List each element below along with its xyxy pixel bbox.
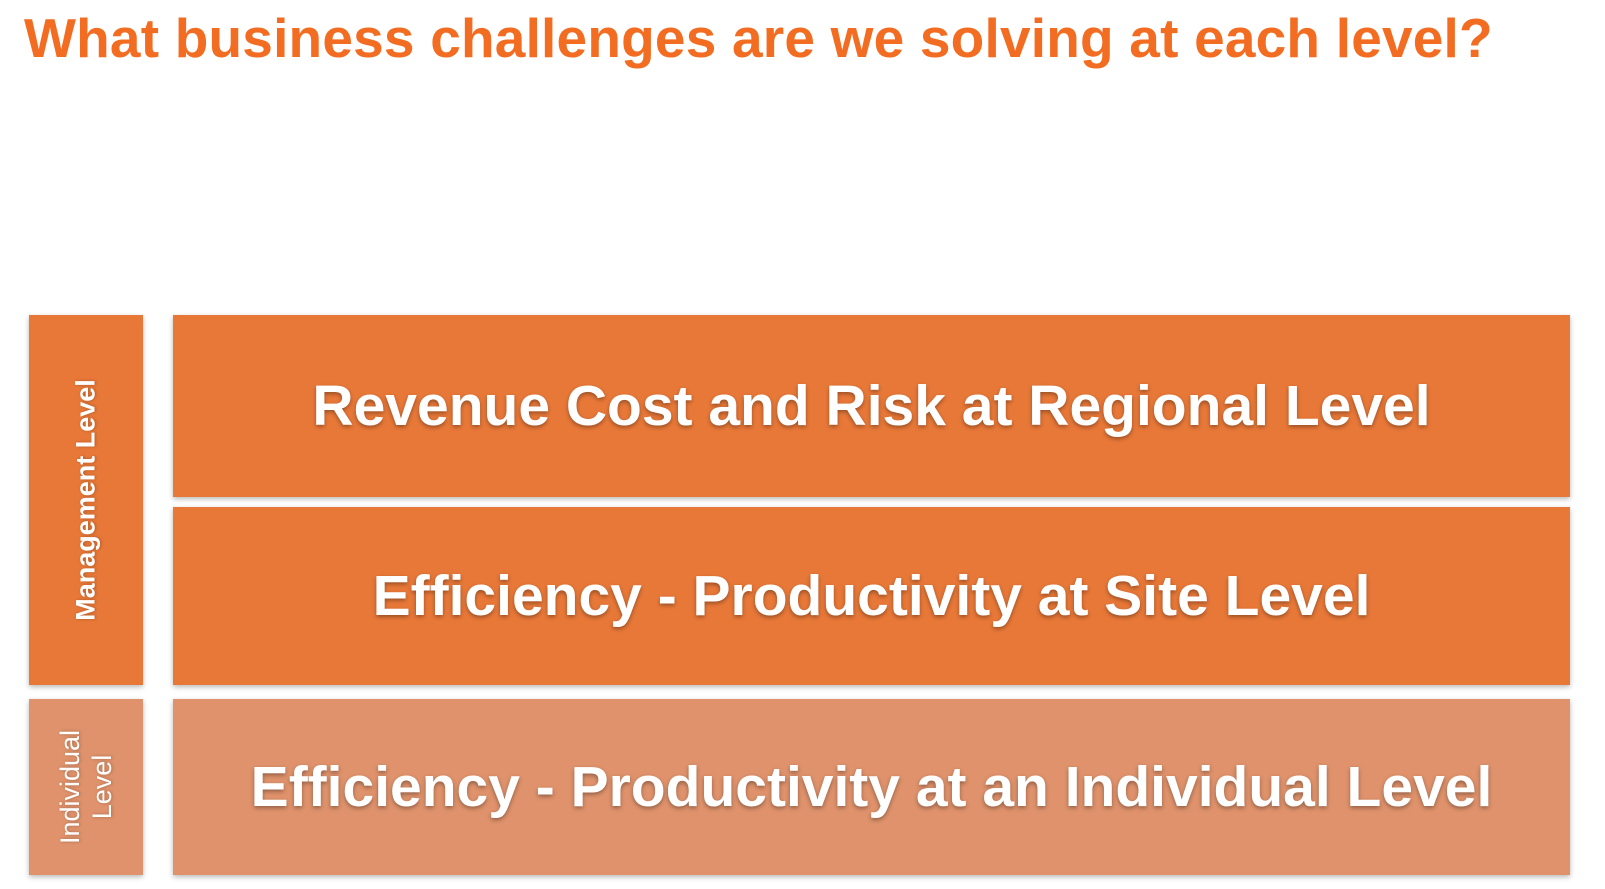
individual-level-challenge-box: Efficiency - Productivity at an Individu…	[173, 699, 1570, 875]
individual-level-label-box: Individual Level	[29, 699, 143, 875]
individual-level-challenge-text: Efficiency - Productivity at an Individu…	[250, 755, 1493, 819]
site-level-challenge-text: Efficiency - Productivity at Site Level	[372, 564, 1371, 628]
management-level-label-box: Management Level	[29, 315, 143, 685]
page-title: What business challenges are we solving …	[24, 7, 1493, 69]
management-level-label: Management Level	[70, 379, 101, 621]
individual-level-label: Individual Level	[55, 729, 117, 845]
regional-level-challenge-text: Revenue Cost and Risk at Regional Level	[312, 374, 1431, 438]
site-level-challenge-box: Efficiency - Productivity at Site Level	[173, 507, 1570, 685]
regional-level-challenge-box: Revenue Cost and Risk at Regional Level	[173, 315, 1570, 497]
